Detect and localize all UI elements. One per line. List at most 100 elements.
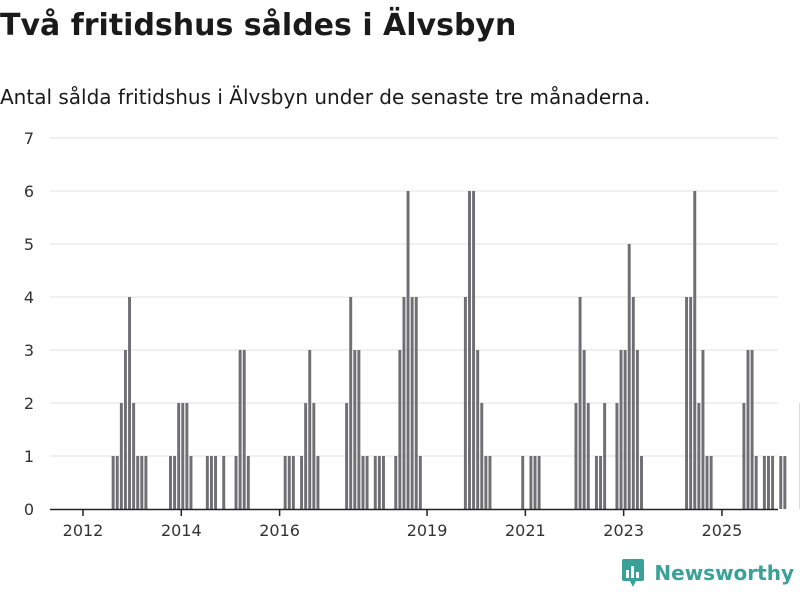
bar xyxy=(394,456,398,509)
bar xyxy=(631,297,635,509)
bar xyxy=(189,456,193,509)
bar xyxy=(623,350,627,509)
axes xyxy=(50,508,778,516)
bar xyxy=(635,350,639,509)
bar-chart-logo-icon xyxy=(622,559,645,587)
bar xyxy=(746,350,750,509)
bar xyxy=(128,297,132,509)
bar xyxy=(599,456,603,509)
bar xyxy=(242,350,246,509)
bar xyxy=(406,191,410,509)
bar xyxy=(472,191,476,509)
bar xyxy=(123,350,127,509)
bar xyxy=(222,456,226,509)
bar xyxy=(476,350,480,509)
x-tick-label: 2014 xyxy=(161,521,202,540)
bar xyxy=(246,456,250,509)
bar xyxy=(361,456,365,509)
bar xyxy=(177,403,181,509)
bar xyxy=(574,403,578,509)
bar xyxy=(238,350,242,509)
tick-labels: 0123456722012201420162019202120232025 xyxy=(24,129,742,540)
bar xyxy=(463,297,467,509)
bar xyxy=(742,403,746,509)
bar xyxy=(627,244,631,509)
x-tick-label: 2016 xyxy=(259,521,300,540)
bar xyxy=(111,456,115,509)
y-tick-label: 2 xyxy=(24,394,34,413)
bar xyxy=(594,456,598,509)
bar xyxy=(537,456,541,509)
bar xyxy=(181,403,185,509)
bar xyxy=(779,456,783,509)
bar xyxy=(414,297,418,509)
bar xyxy=(484,456,488,509)
bar xyxy=(283,456,287,509)
bar xyxy=(705,456,709,509)
bar xyxy=(169,456,172,509)
bar xyxy=(173,456,177,509)
bar xyxy=(578,297,582,509)
x-tick-label: 2023 xyxy=(603,521,644,540)
bar xyxy=(234,456,238,509)
bar xyxy=(205,456,209,509)
chart-title: Två fritidshus såldes i Älvsbyn xyxy=(0,8,517,43)
bar xyxy=(300,456,304,509)
y-tick-label: 0 xyxy=(24,500,34,519)
gridlines xyxy=(50,137,778,457)
y-tick-label: 1 xyxy=(24,447,34,466)
bar xyxy=(214,456,218,509)
bar xyxy=(312,403,316,509)
bar xyxy=(697,403,701,509)
bar xyxy=(119,403,123,509)
bar xyxy=(209,456,213,509)
bar xyxy=(353,350,357,509)
bar xyxy=(304,403,308,509)
bar xyxy=(685,297,689,509)
brand-name: Newsworthy xyxy=(654,561,794,585)
bar xyxy=(709,456,713,509)
bar xyxy=(783,456,787,509)
x-tick-label: 2019 xyxy=(407,521,448,540)
bar xyxy=(365,456,369,509)
bar xyxy=(529,456,533,509)
bar xyxy=(144,456,148,509)
bar xyxy=(377,456,381,509)
bar xyxy=(349,297,353,509)
bar xyxy=(345,403,349,509)
bar xyxy=(308,350,312,509)
bar xyxy=(750,350,754,509)
bar xyxy=(754,456,758,509)
newsworthy-logo[interactable]: Newsworthy xyxy=(620,558,794,588)
chart-subtitle: Antal sålda fritidshus i Älvsbyn under d… xyxy=(0,85,651,109)
bar xyxy=(418,456,422,509)
bar xyxy=(381,456,385,509)
x-tick-label: 2012 xyxy=(63,521,104,540)
bar xyxy=(185,403,189,509)
bar xyxy=(373,456,377,509)
bar xyxy=(619,350,623,509)
bar xyxy=(767,456,770,509)
bar xyxy=(115,456,119,509)
bar xyxy=(586,403,590,509)
bar xyxy=(603,403,607,509)
bar xyxy=(533,456,537,509)
bar xyxy=(582,350,586,509)
bar xyxy=(291,456,295,509)
bar xyxy=(287,456,291,509)
bar xyxy=(701,350,705,509)
bar xyxy=(357,350,361,509)
y-tick-label: 7 xyxy=(24,129,34,148)
bar xyxy=(140,456,144,509)
bar xyxy=(468,191,471,509)
x-tick-label: 2021 xyxy=(505,521,546,540)
bar xyxy=(316,456,320,509)
bar xyxy=(640,456,643,509)
bars xyxy=(111,191,800,509)
bar xyxy=(480,403,484,509)
y-tick-label: 3 xyxy=(24,341,34,360)
y-tick-label: 6 xyxy=(24,182,34,201)
y-tick-label: 4 xyxy=(24,288,34,307)
bar xyxy=(402,297,406,509)
